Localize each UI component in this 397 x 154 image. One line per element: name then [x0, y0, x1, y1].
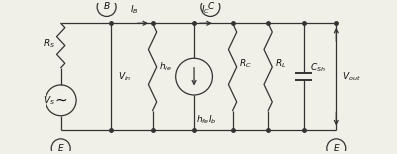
Text: $I_B$: $I_B$: [131, 3, 139, 16]
Text: E: E: [58, 144, 64, 153]
Text: $C_{Sh}$: $C_{Sh}$: [310, 61, 326, 74]
Text: B: B: [104, 2, 110, 11]
Text: ~: ~: [54, 93, 67, 108]
Text: $I_C$: $I_C$: [201, 3, 210, 16]
Text: $R_S$: $R_S$: [43, 38, 56, 50]
Text: C: C: [207, 2, 214, 11]
Text: E: E: [333, 144, 339, 153]
Text: $h_{fe}I_b$: $h_{fe}I_b$: [196, 114, 216, 126]
Text: $R_L$: $R_L$: [275, 58, 286, 70]
Text: $R_C$: $R_C$: [239, 58, 252, 70]
Text: $V_S$: $V_S$: [43, 94, 56, 107]
Text: $V_{out}$: $V_{out}$: [342, 70, 360, 83]
Text: $h_{ie}$: $h_{ie}$: [159, 61, 172, 73]
Text: $V_{in}$: $V_{in}$: [118, 70, 131, 83]
